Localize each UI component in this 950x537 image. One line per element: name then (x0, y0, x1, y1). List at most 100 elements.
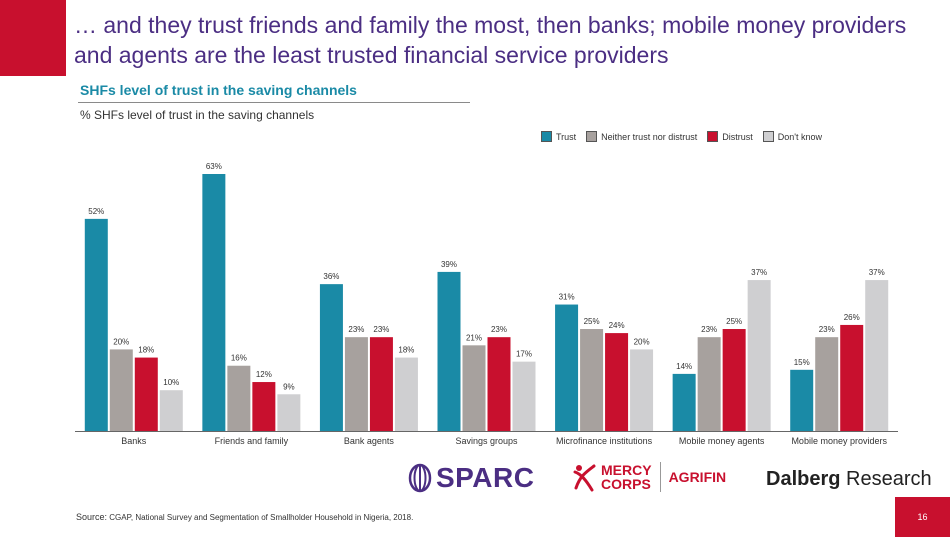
data-label-1-3: 21% (466, 333, 482, 342)
data-label-1-0: 20% (113, 337, 129, 346)
bar-3-1 (277, 394, 301, 431)
bar-2-6 (840, 324, 864, 431)
legend-swatch-trust (541, 131, 552, 142)
bar-3-2 (394, 357, 418, 431)
mercy-corps-mark-icon (573, 464, 596, 492)
legend-swatch-distrust (707, 131, 719, 142)
mercy-corps-text: MERCY CORPS (601, 463, 652, 491)
bar-1-0 (109, 349, 133, 431)
bar-2-5 (722, 329, 746, 431)
legend-swatch-neither (586, 131, 598, 142)
sparc-mark-icon (408, 463, 432, 493)
bar-2-4 (605, 333, 629, 431)
legend-label-trust: Trust (556, 131, 577, 142)
legend-item-dont-know: Don't know (762, 131, 822, 142)
bar-0-6 (790, 369, 814, 431)
legend-item-distrust: Distrust (707, 131, 753, 142)
bar-3-0 (159, 390, 183, 431)
data-label-2-4: 24% (609, 321, 625, 330)
data-label-3-2: 18% (398, 346, 414, 355)
data-label-2-0: 18% (138, 346, 154, 355)
mercy-text-line1: MERCY (601, 462, 652, 478)
research-text: Research (840, 468, 932, 490)
x-tick-label-3: Savings groups (455, 436, 518, 446)
data-label-1-1: 16% (231, 354, 247, 363)
source-note: Source: CGAP, National Survey and Segmen… (76, 512, 413, 522)
source-text: CGAP, National Survey and Segmentation o… (109, 513, 414, 522)
dalberg-text: Dalberg (766, 468, 841, 490)
bar-1-5 (697, 337, 721, 431)
chart-title: SHFs level of trust in the saving channe… (80, 82, 357, 98)
agrifin-text: AGRIFIN (668, 469, 727, 485)
data-label-3-5: 37% (751, 268, 767, 277)
bar-0-2 (319, 284, 343, 431)
data-label-0-4: 31% (559, 293, 575, 302)
bar-3-5 (747, 280, 771, 431)
legend-label-neither: Neither trust nor distrust (601, 131, 698, 142)
sparc-logo-text: SPARC (436, 462, 535, 493)
dalberg-research-logo: Dalberg Research (766, 468, 932, 491)
bar-1-2 (344, 337, 368, 431)
chart-subtitle: % SHFs level of trust in the saving chan… (80, 108, 315, 122)
data-label-0-5: 14% (676, 362, 692, 371)
mercy-corps-agrifin-logo: MERCY CORPS AGRIFIN (572, 462, 726, 492)
bar-1-1 (227, 365, 251, 431)
bar-3-6 (865, 280, 889, 431)
bar-3-4 (630, 349, 654, 431)
data-label-1-2: 23% (348, 325, 364, 334)
x-tick-label-2: Bank agents (344, 436, 395, 446)
source-label: Source: (76, 512, 108, 522)
corner-accent-block (0, 0, 66, 76)
legend-label-distrust: Distrust (722, 131, 753, 142)
data-label-3-1: 9% (283, 382, 295, 391)
chart-legend: Trust Neither trust nor distrust Distrus… (541, 131, 832, 142)
x-tick-label-6: Mobile money providers (791, 436, 887, 446)
title-divider (78, 102, 470, 103)
data-label-3-6: 37% (869, 268, 885, 277)
data-label-0-1: 63% (206, 162, 222, 171)
data-label-2-5: 25% (726, 317, 742, 326)
logo-separator (659, 462, 661, 492)
legend-item-trust: Trust (541, 131, 576, 142)
bar-1-4 (580, 329, 604, 431)
bar-2-3 (487, 337, 511, 431)
data-label-1-5: 23% (701, 325, 717, 334)
bar-1-6 (815, 337, 839, 431)
x-tick-label-0: Banks (121, 436, 147, 446)
data-label-3-4: 20% (634, 337, 650, 346)
data-label-0-6: 15% (794, 358, 810, 367)
data-label-0-3: 39% (441, 260, 457, 269)
bar-2-1 (252, 382, 276, 431)
data-label-0-2: 36% (323, 272, 339, 281)
data-label-2-2: 23% (373, 325, 389, 334)
data-label-0-0: 52% (88, 207, 104, 216)
data-label-2-1: 12% (256, 370, 272, 379)
bar-1-3 (462, 345, 486, 431)
x-tick-label-1: Friends and family (215, 436, 289, 446)
bar-0-1 (202, 174, 226, 431)
data-label-1-4: 25% (584, 317, 600, 326)
data-label-2-3: 23% (491, 325, 507, 334)
data-label-3-0: 10% (163, 378, 179, 387)
legend-item-neither: Neither trust nor distrust (586, 131, 697, 142)
bar-0-0 (84, 218, 108, 431)
data-label-1-6: 23% (819, 325, 835, 334)
legend-label-dont-know: Don't know (777, 131, 822, 142)
bar-0-4 (555, 304, 579, 431)
page-number: 16 (917, 512, 928, 522)
legend-swatch-dont-know (762, 131, 774, 142)
page-title: … and they trust friends and family the … (74, 12, 907, 68)
page-number-badge: 16 (895, 497, 950, 537)
x-tick-label-5: Mobile money agents (679, 436, 765, 446)
sparc-logo: SPARC (408, 462, 534, 494)
data-label-2-6: 26% (844, 313, 860, 322)
x-tick-label-4: Microfinance institutions (556, 436, 653, 446)
bar-3-3 (512, 361, 536, 431)
bar-0-5 (672, 373, 696, 431)
mercy-text-line2: CORPS (601, 476, 651, 492)
data-label-3-3: 17% (516, 350, 532, 359)
bar-2-0 (134, 357, 158, 431)
bar-0-3 (437, 271, 461, 431)
bar-2-2 (369, 337, 393, 431)
